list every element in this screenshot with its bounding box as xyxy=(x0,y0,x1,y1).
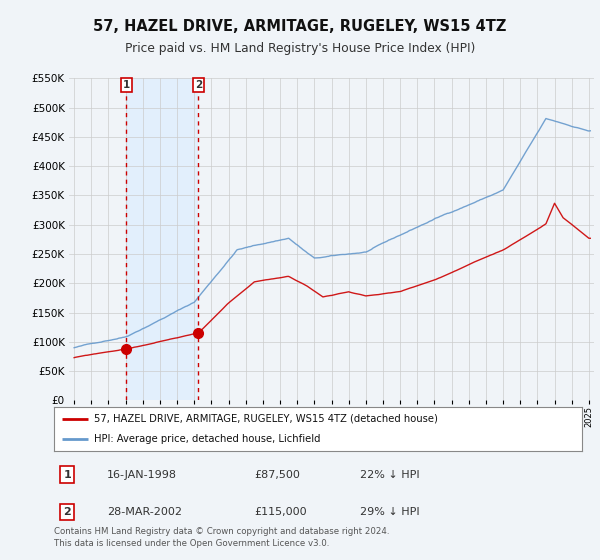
Text: 22% ↓ HPI: 22% ↓ HPI xyxy=(360,470,420,479)
Text: £87,500: £87,500 xyxy=(254,470,301,479)
Text: 57, HAZEL DRIVE, ARMITAGE, RUGELEY, WS15 4TZ: 57, HAZEL DRIVE, ARMITAGE, RUGELEY, WS15… xyxy=(94,19,506,34)
Text: £115,000: £115,000 xyxy=(254,507,307,517)
Text: 1: 1 xyxy=(122,80,130,90)
Text: HPI: Average price, detached house, Lichfield: HPI: Average price, detached house, Lich… xyxy=(94,434,320,444)
Text: 28-MAR-2002: 28-MAR-2002 xyxy=(107,507,182,517)
Text: 2: 2 xyxy=(195,80,202,90)
Text: 2: 2 xyxy=(64,507,71,517)
Text: Price paid vs. HM Land Registry's House Price Index (HPI): Price paid vs. HM Land Registry's House … xyxy=(125,42,475,55)
Text: 16-JAN-1998: 16-JAN-1998 xyxy=(107,470,177,479)
Text: 1: 1 xyxy=(64,470,71,479)
Text: Contains HM Land Registry data © Crown copyright and database right 2024.
This d: Contains HM Land Registry data © Crown c… xyxy=(54,527,389,548)
Text: 57, HAZEL DRIVE, ARMITAGE, RUGELEY, WS15 4TZ (detached house): 57, HAZEL DRIVE, ARMITAGE, RUGELEY, WS15… xyxy=(94,414,437,424)
Bar xyxy=(127,78,199,400)
Text: 29% ↓ HPI: 29% ↓ HPI xyxy=(360,507,420,517)
